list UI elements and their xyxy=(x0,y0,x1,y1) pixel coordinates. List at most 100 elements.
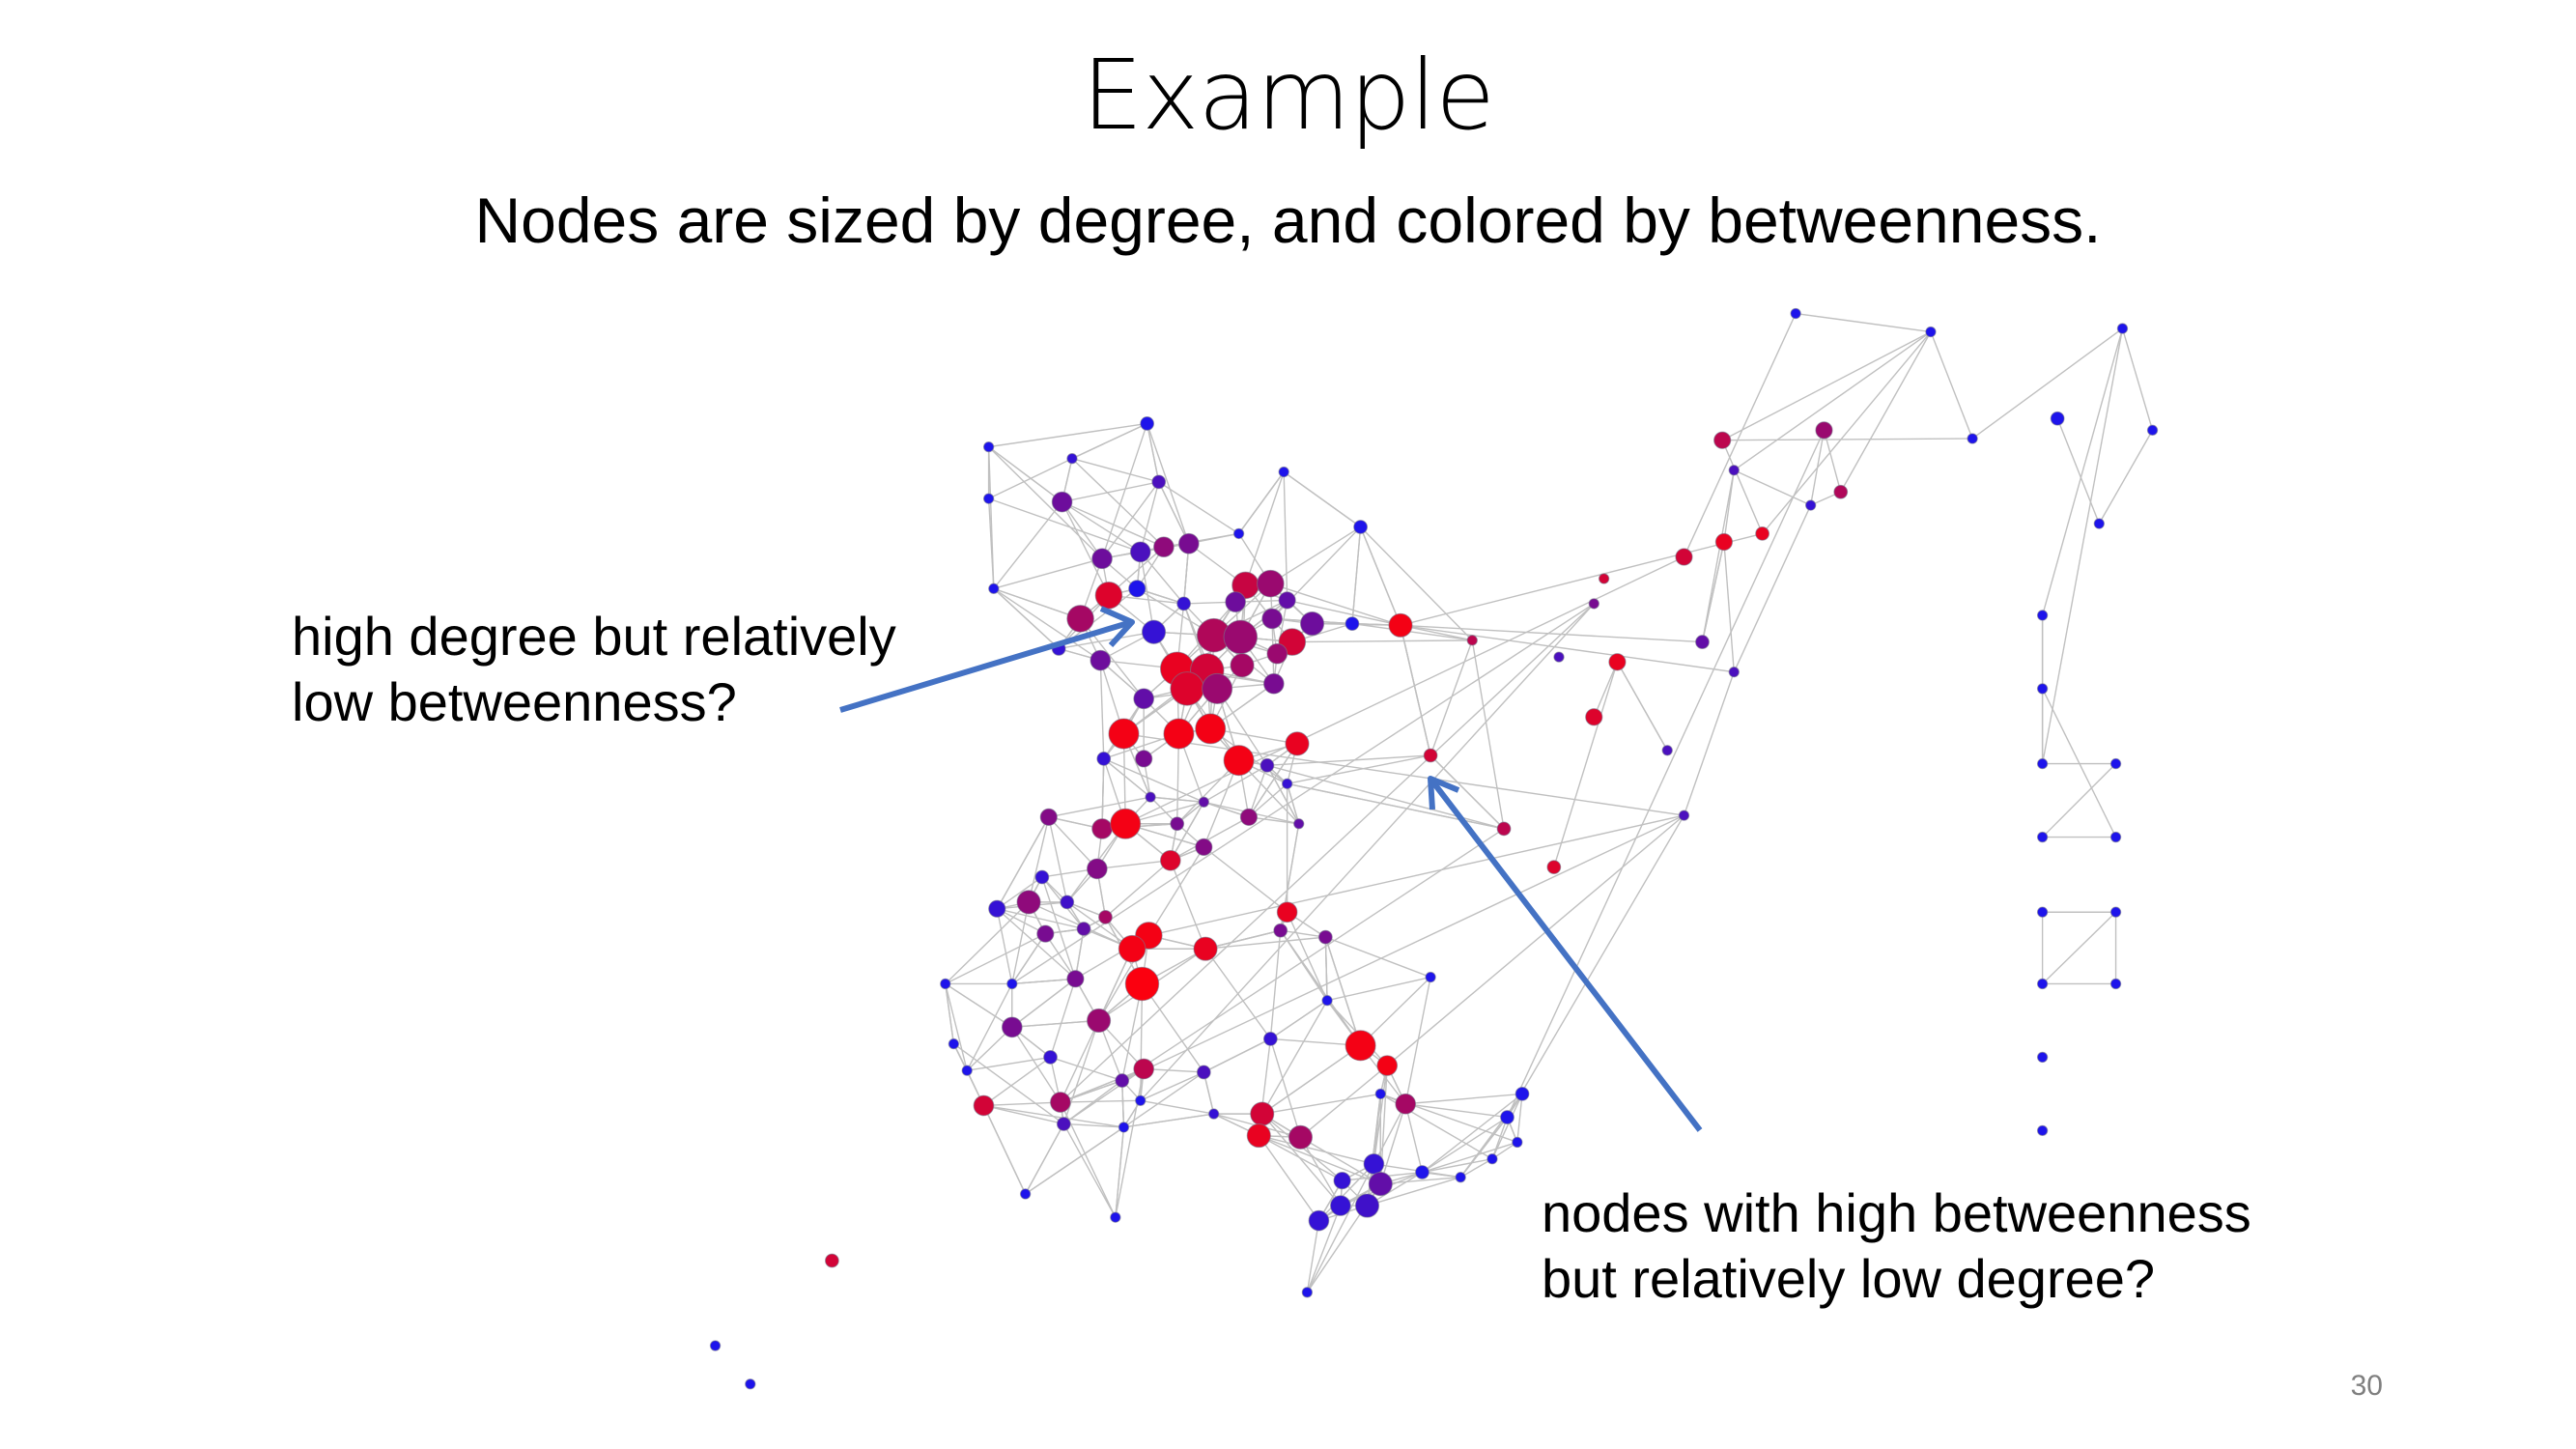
graph-edge xyxy=(1359,526,1401,626)
graph-node xyxy=(1124,966,1160,1002)
graph-edge xyxy=(987,498,995,589)
graph-edge xyxy=(1840,331,1932,493)
graph-node xyxy=(1086,858,1108,880)
graph-edge xyxy=(1400,624,1703,643)
graph-edge xyxy=(945,983,968,1071)
graph-edge xyxy=(1930,331,1973,440)
graph-edge xyxy=(1516,1094,1523,1143)
graph-node xyxy=(709,1340,722,1351)
graph-node xyxy=(1133,1058,1155,1080)
graph-edge xyxy=(1121,1080,1125,1127)
graph-node xyxy=(1496,821,1512,837)
graph-edge xyxy=(993,501,1063,589)
graph-edge xyxy=(1158,481,1190,545)
graph-edge xyxy=(1287,782,1505,830)
graph-node xyxy=(1043,1050,1058,1065)
graph-edge xyxy=(1286,911,1328,1002)
graph-node xyxy=(1354,1193,1380,1218)
graph-edge xyxy=(1259,1134,1374,1165)
graph-edge xyxy=(1721,330,1932,441)
graph-edge xyxy=(2041,688,2117,838)
graph-edge xyxy=(1459,1158,1493,1179)
graph-edge xyxy=(1140,1099,1214,1115)
graph-edge xyxy=(1405,1093,1523,1105)
arrow-right-shaft xyxy=(1430,781,1703,1132)
graph-node xyxy=(1196,1065,1211,1080)
graph-edge xyxy=(1140,983,1144,1101)
graph-edge xyxy=(1146,423,1190,544)
graph-edge xyxy=(1140,1071,1204,1101)
graph-edge xyxy=(2056,418,2100,525)
graph-edge xyxy=(1044,933,1076,980)
graph-edge xyxy=(1011,978,1076,1028)
graph-edge xyxy=(1422,1116,1508,1174)
graph-edge xyxy=(1317,1163,1374,1222)
graph-node xyxy=(1333,1172,1351,1190)
graph-node xyxy=(961,1065,973,1076)
graph-edge xyxy=(993,587,1060,650)
graph-edge xyxy=(966,983,1013,1071)
graph-edge xyxy=(1269,1000,1328,1040)
graph-node xyxy=(1135,1094,1146,1106)
graph-edge xyxy=(2098,430,2154,525)
graph-edge xyxy=(1351,622,1473,641)
graph-node xyxy=(1239,808,1259,826)
graph-node xyxy=(2036,906,2049,918)
graph-edge xyxy=(1386,814,1684,1066)
graph-node xyxy=(1345,1030,1376,1062)
graph-edge xyxy=(2042,763,2117,838)
graph-node xyxy=(1368,1172,1393,1197)
slide-title: Example xyxy=(1082,39,1495,152)
graph-node xyxy=(1293,818,1305,830)
graph-node xyxy=(2036,610,2049,621)
arrow-left-head xyxy=(1099,606,1135,648)
annotation-high-betweenness: nodes with high betweenness but relative… xyxy=(1542,1180,2251,1312)
annotation-line: high degree but relatively xyxy=(292,606,896,667)
graph-node xyxy=(1261,608,1283,630)
graph-node xyxy=(1395,1093,1417,1115)
graph-node xyxy=(1815,421,1833,440)
graph-node xyxy=(2109,831,2122,843)
graph-edge xyxy=(1360,526,1473,641)
graph-edge xyxy=(1101,758,1105,829)
graph-node xyxy=(1388,612,1413,638)
graph-edge xyxy=(1823,430,1842,493)
graph-node xyxy=(1353,520,1368,534)
graph-edge xyxy=(1491,1117,1509,1159)
graph-node xyxy=(1714,532,1734,552)
graph-edge xyxy=(1506,814,1685,1118)
graph-node xyxy=(2036,1051,2049,1064)
graph-edge xyxy=(1062,501,1103,559)
graph-node xyxy=(1118,1122,1130,1133)
graph-node xyxy=(1466,635,1478,646)
graph-edge xyxy=(1422,1141,1518,1174)
graph-edge xyxy=(1701,469,1735,642)
graph-node xyxy=(982,493,995,504)
graph-node xyxy=(1925,326,1937,338)
graph-edge xyxy=(952,1043,1064,1125)
graph-edge xyxy=(1261,1113,1342,1207)
graph-node xyxy=(1299,611,1325,637)
graph-edge xyxy=(1028,816,1050,903)
graph-node xyxy=(1546,860,1562,875)
graph-node xyxy=(1151,474,1167,490)
graph-node xyxy=(1060,895,1075,910)
graph-node xyxy=(1285,731,1310,756)
graph-edge xyxy=(1733,469,1811,506)
graph-node xyxy=(1153,536,1175,558)
graph-edge xyxy=(1287,754,1431,785)
graph-edge xyxy=(1269,1038,1302,1138)
annotation-line: but relatively low degree? xyxy=(1542,1248,2156,1309)
graph-node xyxy=(1170,671,1204,706)
graph-edge xyxy=(1306,1220,1320,1293)
graph-node xyxy=(1345,616,1360,632)
graph-edge xyxy=(1071,458,1165,548)
graph-node xyxy=(1001,1016,1023,1038)
graph-node xyxy=(1363,1153,1385,1175)
graph-edge xyxy=(1048,796,1151,818)
graph-edge xyxy=(1048,816,1068,903)
graph-node xyxy=(2116,323,2129,334)
graph-edge xyxy=(1121,814,1684,1082)
graph-edge xyxy=(983,1056,1051,1107)
